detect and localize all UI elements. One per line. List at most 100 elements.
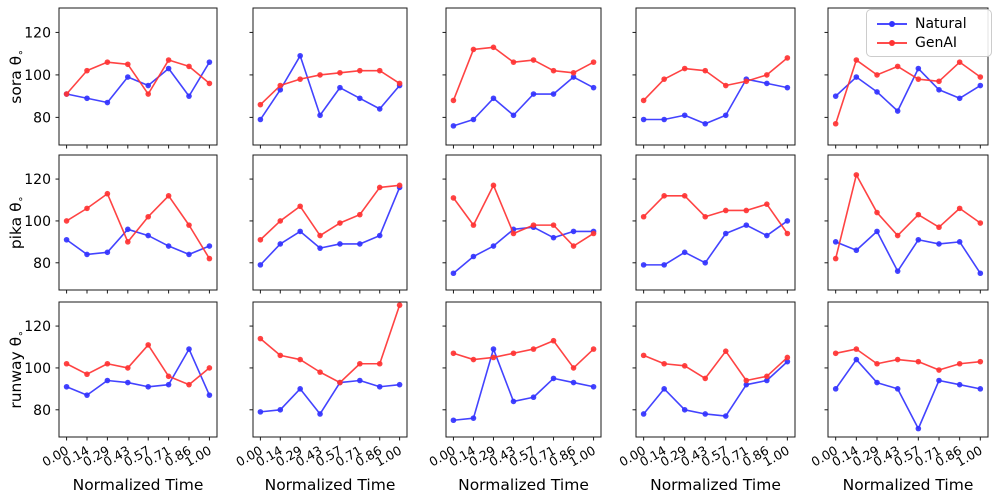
natural-marker	[681, 112, 688, 119]
natural-marker	[63, 383, 70, 390]
natural-marker	[570, 228, 577, 235]
genai-marker	[470, 222, 477, 228]
genai-marker	[124, 61, 131, 68]
subplot-sora-1: 80 100 120 sora θ∘	[7, 7, 218, 149]
y-tick-label: 80	[33, 256, 51, 272]
genai-marker	[63, 360, 70, 367]
genai-marker	[186, 381, 192, 388]
genai-marker	[894, 356, 901, 363]
natural-marker	[376, 106, 383, 112]
natural-marker	[206, 392, 213, 398]
natural-marker	[470, 253, 477, 260]
natural-line	[835, 230, 981, 274]
natural-marker	[317, 411, 323, 417]
subplot-pika-2	[249, 154, 408, 294]
genai-marker	[357, 67, 363, 74]
natural-marker	[550, 91, 557, 97]
genai-marker	[470, 46, 477, 53]
genai-marker	[702, 213, 709, 220]
natural-marker	[702, 259, 709, 266]
genai-marker	[550, 337, 557, 344]
genai-marker	[936, 224, 942, 231]
genai-marker	[702, 375, 709, 382]
genai-marker	[853, 57, 860, 63]
y-tick-label: 120	[24, 319, 51, 335]
natural-marker	[257, 116, 264, 123]
subplot-runway-2: 0.000.140.290.430.570.710.861.00Normaliz…	[233, 301, 408, 494]
natural-marker	[874, 89, 880, 95]
natural-marker	[764, 80, 770, 87]
natural-marker	[277, 406, 284, 413]
natural-marker	[357, 95, 363, 102]
genai-marker	[277, 218, 284, 224]
natural-marker	[510, 398, 517, 405]
natural-line	[66, 348, 211, 396]
natural-marker	[297, 52, 303, 59]
natural-line	[643, 78, 788, 125]
natural-marker	[63, 236, 70, 243]
genai-marker	[124, 239, 131, 245]
genai-marker	[470, 356, 477, 363]
genai-line	[835, 348, 981, 371]
subplot-runway-5: 0.000.140.290.430.570.710.861.00Normaliz…	[809, 301, 989, 494]
genai-marker	[206, 80, 213, 87]
genai-marker	[317, 232, 323, 239]
legend-item-genai: GenAI	[876, 36, 982, 50]
genai-marker	[550, 222, 557, 228]
genai-line	[259, 184, 400, 241]
y-tick-label: 80	[33, 403, 51, 419]
genai-line	[834, 174, 981, 259]
natural-marker	[186, 251, 192, 258]
subplot-pika-5	[824, 154, 989, 294]
x-axis-title: Normalized Time	[265, 476, 396, 494]
genai-marker	[396, 182, 403, 189]
genai-marker	[206, 255, 213, 262]
genai-marker	[743, 78, 750, 85]
natural-line	[453, 76, 594, 127]
genai-marker	[376, 360, 383, 367]
natural-line-marker-icon	[877, 21, 907, 27]
genai-marker	[956, 360, 963, 367]
genai-marker	[317, 369, 323, 375]
genai-line	[66, 192, 211, 260]
natural-line	[835, 67, 981, 112]
natural-marker	[317, 245, 323, 251]
genai-line	[66, 344, 210, 386]
natural-marker	[832, 93, 839, 99]
genai-marker	[590, 59, 597, 65]
natural-marker	[450, 270, 457, 277]
genai-line	[452, 46, 594, 101]
genai-marker	[681, 65, 688, 72]
genai-marker	[297, 203, 303, 210]
natural-marker	[124, 226, 131, 233]
natural-marker	[84, 95, 90, 102]
genai-marker	[145, 91, 152, 97]
genai-marker	[570, 365, 577, 371]
natural-marker	[977, 82, 984, 89]
subplot-pika-3	[442, 154, 602, 294]
genai-marker	[874, 72, 880, 78]
natural-marker	[832, 386, 839, 392]
natural-marker	[956, 381, 963, 388]
y-tick-label: 100	[24, 214, 51, 230]
natural-marker	[186, 346, 192, 352]
genai-marker	[84, 371, 90, 378]
genai-marker	[977, 220, 984, 226]
y-tick-label: 100	[24, 361, 51, 377]
genai-marker	[510, 230, 517, 237]
genai-marker	[590, 346, 597, 352]
natural-marker	[337, 84, 343, 91]
natural-line	[453, 348, 594, 422]
genai-marker	[165, 57, 172, 63]
genai-marker	[124, 365, 131, 371]
natural-marker	[570, 379, 577, 386]
subplot-sora-2	[249, 7, 408, 149]
natural-marker	[257, 262, 264, 268]
natural-marker	[186, 93, 192, 99]
genai-marker	[297, 356, 303, 363]
genai-marker	[832, 350, 839, 357]
natural-marker	[490, 346, 497, 352]
genai-marker	[337, 220, 343, 226]
genai-marker	[257, 236, 264, 243]
